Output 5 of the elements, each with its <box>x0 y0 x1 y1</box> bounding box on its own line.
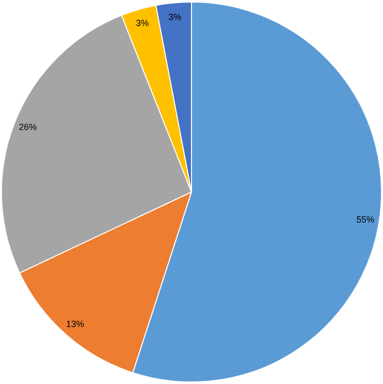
data-label: 26% <box>18 122 37 132</box>
data-label: 13% <box>66 319 84 330</box>
data-label: 3% <box>168 12 182 22</box>
data-label: 55% <box>356 214 374 225</box>
data-label: 3% <box>136 18 149 28</box>
